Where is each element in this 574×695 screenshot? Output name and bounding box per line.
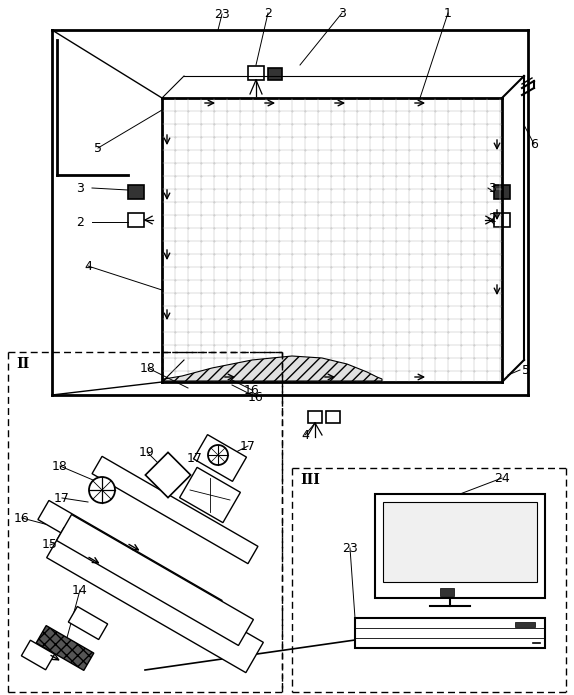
Text: 3: 3 xyxy=(338,6,346,19)
Text: 16: 16 xyxy=(248,391,264,404)
Bar xyxy=(128,213,144,227)
Bar xyxy=(248,66,264,80)
Text: 3: 3 xyxy=(488,181,496,195)
Text: 23: 23 xyxy=(214,8,230,20)
Text: 17: 17 xyxy=(187,452,203,464)
Text: III: III xyxy=(300,473,320,487)
Bar xyxy=(308,411,322,423)
Bar xyxy=(515,622,535,627)
Text: 18: 18 xyxy=(140,361,156,375)
Text: 4: 4 xyxy=(84,259,92,272)
Text: 16: 16 xyxy=(14,512,30,525)
Bar xyxy=(326,411,340,423)
Text: 19: 19 xyxy=(139,445,155,459)
Text: 3: 3 xyxy=(76,181,84,195)
Text: 17: 17 xyxy=(54,491,70,505)
Text: 5: 5 xyxy=(522,363,530,377)
Polygon shape xyxy=(68,607,108,639)
Text: 2: 2 xyxy=(264,6,272,19)
Text: 15: 15 xyxy=(42,539,58,552)
Bar xyxy=(440,588,454,596)
Text: 6: 6 xyxy=(530,138,538,151)
Text: 5: 5 xyxy=(94,142,102,154)
Text: 23: 23 xyxy=(342,541,358,555)
Bar xyxy=(494,185,510,199)
Text: 16: 16 xyxy=(244,384,260,397)
Text: 4: 4 xyxy=(301,429,309,441)
Polygon shape xyxy=(145,452,191,498)
Polygon shape xyxy=(57,514,254,646)
Bar xyxy=(355,618,545,648)
Bar xyxy=(375,494,545,598)
Text: 18: 18 xyxy=(52,459,68,473)
Text: 2: 2 xyxy=(76,215,84,229)
Circle shape xyxy=(208,445,228,465)
Polygon shape xyxy=(36,626,94,671)
Polygon shape xyxy=(21,640,55,670)
Text: II: II xyxy=(16,357,29,371)
Polygon shape xyxy=(38,500,222,619)
Text: 1: 1 xyxy=(444,6,452,19)
Polygon shape xyxy=(180,467,241,523)
Polygon shape xyxy=(164,356,382,381)
Text: 17: 17 xyxy=(240,439,256,452)
Polygon shape xyxy=(193,434,246,482)
Bar xyxy=(268,68,282,80)
Bar xyxy=(128,185,144,199)
Text: 2: 2 xyxy=(488,211,496,224)
Polygon shape xyxy=(46,528,263,673)
Text: 24: 24 xyxy=(494,471,510,484)
Text: 14: 14 xyxy=(72,584,88,596)
Polygon shape xyxy=(92,457,258,564)
Bar xyxy=(494,213,510,227)
Bar xyxy=(383,502,537,582)
Circle shape xyxy=(89,477,115,503)
